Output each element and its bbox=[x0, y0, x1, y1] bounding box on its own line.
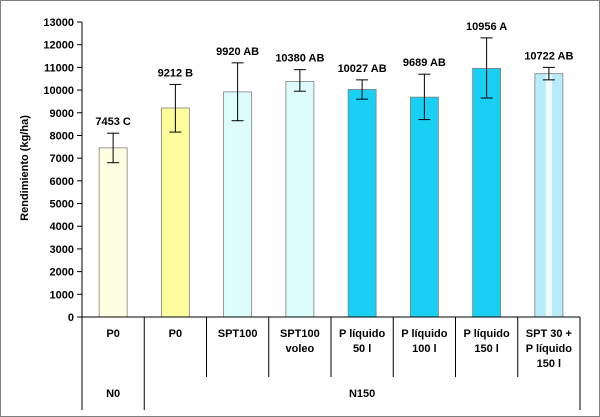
category-label-line: P0 bbox=[169, 328, 182, 340]
y-axis-title: Rendimiento (kg/ha) bbox=[19, 115, 31, 221]
category-label: P líquido 150 l bbox=[464, 328, 511, 355]
y-tick-label: 7000 bbox=[50, 153, 74, 165]
y-axis-title-group: Rendimiento (kg/ha) bbox=[19, 115, 31, 221]
category-label: SPT 30 + P líquido 150 l bbox=[526, 328, 573, 370]
axes bbox=[81, 22, 581, 410]
y-tick-label: 1000 bbox=[50, 289, 74, 301]
category-label: SPT100 voleo bbox=[280, 328, 320, 355]
data-label: 9212 B bbox=[158, 67, 194, 79]
category-label-line: P líquido bbox=[464, 328, 511, 340]
category-label: P líquido 100 l bbox=[401, 328, 448, 355]
y-tick-label: 4000 bbox=[50, 221, 74, 233]
y-tick-label: 5000 bbox=[50, 199, 74, 211]
category-label-line: P0 bbox=[106, 328, 119, 340]
y-tick-label: 12000 bbox=[43, 40, 74, 52]
category-label: P0 bbox=[169, 328, 182, 340]
category-label-line: 100 l bbox=[412, 343, 436, 355]
data-label: 7453 C bbox=[95, 116, 131, 128]
bar-highlight bbox=[545, 74, 552, 316]
data-label: 10722 AB bbox=[524, 50, 573, 62]
data-label: 10380 AB bbox=[275, 53, 324, 65]
category-label: SPT100 bbox=[218, 328, 258, 340]
y-tick-label: 0 bbox=[68, 312, 74, 324]
category-label-line: P líquido bbox=[526, 343, 573, 355]
y-tick-label: 2000 bbox=[50, 267, 74, 279]
y-tick-label: 13000 bbox=[43, 17, 74, 29]
category-label-line: voleo bbox=[286, 343, 315, 355]
y-tick-label: 9000 bbox=[50, 108, 74, 120]
data-label: 10956 A bbox=[466, 21, 507, 33]
category-label: P líquido 50 l bbox=[339, 328, 386, 355]
category-label-line: 50 l bbox=[353, 343, 371, 355]
category-label-line: P líquido bbox=[339, 328, 386, 340]
bar bbox=[98, 147, 128, 318]
data-label: 9920 AB bbox=[216, 46, 259, 58]
category-label-line: 150 l bbox=[474, 343, 498, 355]
y-tick-label: 3000 bbox=[50, 244, 74, 256]
bar bbox=[160, 107, 190, 318]
bar bbox=[409, 96, 439, 318]
y-tick-label: 8000 bbox=[50, 130, 74, 142]
error-bars bbox=[107, 37, 555, 164]
data-label: 9689 AB bbox=[403, 57, 446, 69]
bar bbox=[223, 91, 253, 318]
bar bbox=[472, 67, 502, 318]
category-label-line: SPT100 bbox=[280, 328, 320, 340]
data-label: 10027 AB bbox=[338, 63, 387, 75]
category-label-line: 150 l bbox=[537, 358, 561, 370]
category-label-line: SPT 30 + bbox=[526, 328, 572, 340]
bar bbox=[347, 89, 377, 318]
group-labels: N0 N150 bbox=[106, 388, 375, 400]
data-labels: 7453 C 9212 B 9920 AB 10380 AB 10027 AB 9689 … bbox=[95, 21, 573, 128]
y-tick-label: 10000 bbox=[43, 85, 74, 97]
group-label: N150 bbox=[349, 388, 375, 400]
y-ticks: 0 1000 2000 3000 4000 5000 6000 7000 8000 9000 100… bbox=[43, 17, 82, 324]
bar bbox=[285, 81, 315, 318]
y-tick-label: 6000 bbox=[50, 176, 74, 188]
y-tick-label: 11000 bbox=[44, 62, 74, 74]
group-label: N0 bbox=[106, 388, 120, 400]
category-label-line: SPT100 bbox=[218, 328, 258, 340]
category-label: P0 bbox=[106, 328, 119, 340]
category-label-line: P líquido bbox=[401, 328, 448, 340]
